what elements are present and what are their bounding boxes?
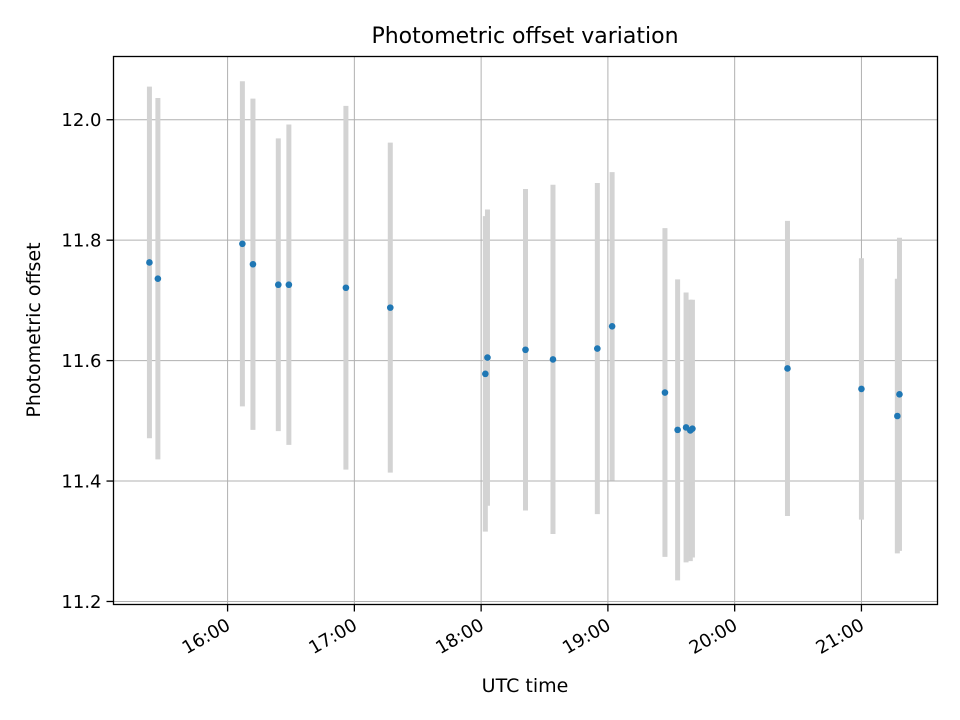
data-point	[784, 365, 791, 372]
data-point	[154, 275, 162, 283]
data-points	[146, 240, 903, 434]
data-point	[285, 281, 293, 289]
y-tick-label: 11.8	[61, 231, 101, 252]
data-point	[386, 304, 394, 311]
data-point	[342, 284, 350, 292]
x-axis-label: UTC time	[482, 675, 569, 697]
y-tick-label: 12.0	[61, 110, 101, 131]
data-point	[608, 322, 616, 330]
data-point	[275, 281, 282, 289]
data-point	[249, 260, 257, 268]
data-point	[858, 385, 865, 393]
y-tick-label: 11.6	[61, 351, 101, 372]
y-tick-label: 11.4	[61, 472, 101, 493]
data-point	[661, 389, 669, 396]
data-point	[689, 425, 696, 432]
data-point	[594, 345, 601, 352]
data-point	[482, 370, 489, 378]
plot-frame	[112, 55, 939, 606]
data-point	[146, 259, 153, 266]
data-point	[239, 240, 246, 248]
data-point	[894, 412, 901, 420]
data-point	[484, 354, 491, 361]
chart-title: Photometric offset variation	[371, 24, 678, 49]
y-axis: 11.2 11.4 11.6 11.8 12.0	[61, 110, 114, 613]
data-point	[522, 346, 529, 354]
data-point	[896, 391, 903, 398]
y-axis-label: Photometric offset	[23, 242, 45, 417]
y-tick-label: 11.2	[61, 592, 101, 613]
data-point	[549, 356, 557, 363]
data-point	[674, 426, 681, 434]
